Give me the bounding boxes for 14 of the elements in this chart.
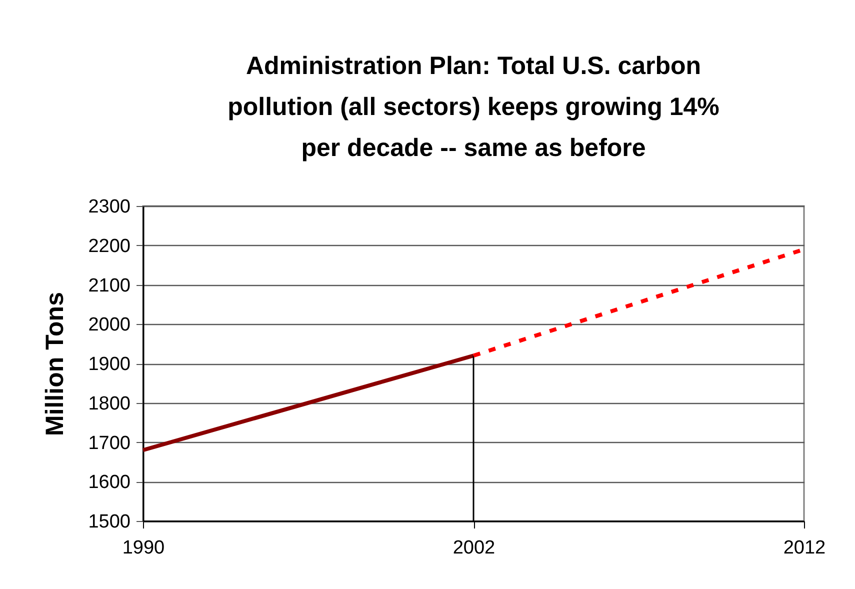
x-tick-label: 2012 xyxy=(783,538,826,558)
y-tick-label: 2100 xyxy=(88,275,130,296)
x-tick-label: 1990 xyxy=(122,538,165,558)
y-tick-label: 2200 xyxy=(88,236,130,257)
chart-title: Administration Plan: Total U.S. carbon pollution (all sectors) keeps growing 14% per decade -- same as before xyxy=(228,52,720,162)
y-tick-label: 1600 xyxy=(88,472,130,494)
y-tick-label: 1900 xyxy=(88,354,130,375)
y-tick-label: 1800 xyxy=(88,393,130,414)
y-axis-title: Million Tons xyxy=(41,292,70,436)
y-tick-label: 2000 xyxy=(88,314,130,336)
y-tick-label: 1700 xyxy=(88,432,130,454)
y-tick-label: 1500 xyxy=(88,512,130,532)
x-tick-label: 2002 xyxy=(452,538,496,558)
y-tick-label: 2300 xyxy=(88,196,130,218)
